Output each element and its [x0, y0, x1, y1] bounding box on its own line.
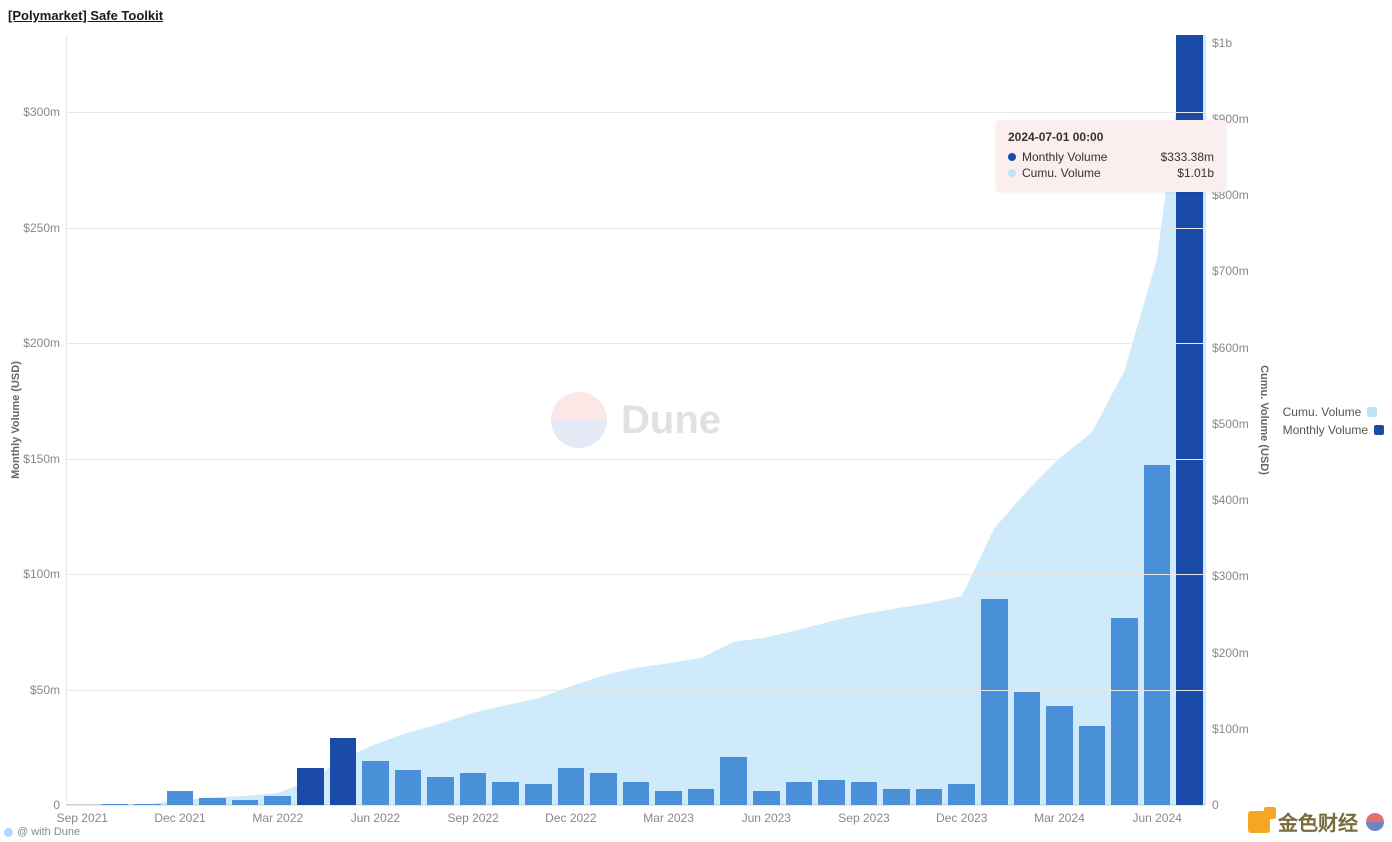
y-right-tick-label: $600m — [1212, 341, 1249, 355]
chart-legend: Cumu. Volume Monthly Volume — [1283, 401, 1384, 441]
y-right-tick-label: $200m — [1212, 646, 1249, 660]
gridline — [66, 574, 1206, 575]
y-left-tick-label: $200m — [23, 336, 60, 350]
y-right-tick-label: $300m — [1212, 569, 1249, 583]
bar[interactable] — [264, 796, 291, 805]
y-left-tick-label: $150m — [23, 452, 60, 466]
gridline — [66, 228, 1206, 229]
gridline — [66, 343, 1206, 344]
brand-text: 金色财经 — [1278, 807, 1358, 836]
y-left-tick-label: 0 — [53, 798, 60, 812]
x-tick-label: Mar 2023 — [643, 811, 694, 825]
x-tick-label: Jun 2024 — [1132, 811, 1181, 825]
y-left-tick-label: $100m — [23, 567, 60, 581]
legend-label: Cumu. Volume — [1283, 405, 1362, 419]
y-right-tick-label: $700m — [1212, 264, 1249, 278]
tooltip-value: $333.38m — [1161, 150, 1214, 164]
y-right-axis-title: Cumu. Volume (USD) — [1258, 365, 1270, 475]
y-left-tick-label: $300m — [23, 105, 60, 119]
gridline — [66, 459, 1206, 460]
tooltip-label: Cumu. Volume — [1022, 166, 1101, 180]
bar[interactable] — [297, 768, 324, 805]
bar[interactable] — [460, 773, 487, 805]
attribution-dot-icon — [4, 828, 13, 837]
bar[interactable] — [851, 782, 878, 805]
bar[interactable] — [558, 768, 585, 805]
bar[interactable] — [688, 789, 715, 805]
bar[interactable] — [720, 757, 747, 806]
bar[interactable] — [786, 782, 813, 805]
bar[interactable] — [883, 789, 910, 805]
x-tick-label: Mar 2024 — [1034, 811, 1085, 825]
legend-item[interactable]: Monthly Volume — [1283, 423, 1384, 437]
bar[interactable] — [981, 599, 1008, 805]
bar[interactable] — [623, 782, 650, 805]
bar[interactable] — [655, 791, 682, 805]
gridline — [66, 690, 1206, 691]
attribution-footer: @ with Dune — [4, 826, 80, 838]
x-tick-label: Mar 2022 — [252, 811, 303, 825]
y-left-axis-title: Monthly Volume (USD) — [10, 361, 22, 479]
bar[interactable] — [590, 773, 617, 805]
chart-title-link[interactable]: [Polymarket] Safe Toolkit — [8, 8, 163, 23]
bar[interactable] — [818, 780, 845, 805]
x-tick-label: Dec 2023 — [936, 811, 987, 825]
bar[interactable] — [1079, 726, 1106, 805]
brand-circle-icon — [1366, 813, 1384, 831]
x-tick-label: Jun 2022 — [351, 811, 400, 825]
tooltip-dot-icon — [1008, 169, 1016, 177]
x-tick-label: Sep 2022 — [447, 811, 498, 825]
gridline — [66, 112, 1206, 113]
gridline — [66, 805, 1206, 806]
tooltip-dot-icon — [1008, 153, 1016, 161]
x-tick-label: Dec 2022 — [545, 811, 596, 825]
legend-swatch-icon — [1367, 407, 1377, 417]
bar[interactable] — [395, 770, 422, 805]
legend-swatch-icon — [1374, 425, 1384, 435]
tooltip-value: $1.01b — [1177, 166, 1214, 180]
y-left-tick-label: $250m — [23, 221, 60, 235]
legend-label: Monthly Volume — [1283, 423, 1368, 437]
x-tick-label: Sep 2021 — [57, 811, 108, 825]
y-left-tick-label: $50m — [30, 683, 60, 697]
chart-plot-area: Dune 0$50m$100m$150m$200m$250m$300m 0$10… — [66, 35, 1206, 805]
legend-item[interactable]: Cumu. Volume — [1283, 405, 1384, 419]
bar[interactable] — [362, 761, 389, 805]
bar[interactable] — [330, 738, 357, 805]
tooltip-row: Cumu. Volume $1.01b — [1008, 166, 1214, 180]
tooltip-header: 2024-07-01 00:00 — [1008, 130, 1214, 144]
bar[interactable] — [916, 789, 943, 805]
bar[interactable] — [427, 777, 454, 805]
bar[interactable] — [948, 784, 975, 805]
y-right-tick-label: $500m — [1212, 417, 1249, 431]
chart-tooltip: 2024-07-01 00:00 Monthly Volume $333.38m… — [996, 120, 1226, 192]
brand-square-icon — [1248, 811, 1270, 833]
bar[interactable] — [199, 798, 226, 805]
y-right-tick-label: 0 — [1212, 798, 1219, 812]
bar[interactable] — [1046, 706, 1073, 805]
bar[interactable] — [1144, 465, 1171, 805]
brand-watermark: 金色财经 — [1248, 807, 1384, 836]
tooltip-row: Monthly Volume $333.38m — [1008, 150, 1214, 164]
y-right-tick-label: $400m — [1212, 493, 1249, 507]
bar[interactable] — [753, 791, 780, 805]
tooltip-label: Monthly Volume — [1022, 150, 1107, 164]
bar[interactable] — [1014, 692, 1041, 805]
x-tick-label: Sep 2023 — [838, 811, 889, 825]
bar[interactable] — [1111, 618, 1138, 805]
y-right-tick-label: $100m — [1212, 722, 1249, 736]
attribution-text: @ with Dune — [17, 826, 80, 838]
bar[interactable] — [525, 784, 552, 805]
x-tick-label: Jun 2023 — [742, 811, 791, 825]
bar[interactable] — [492, 782, 519, 805]
y-right-tick-label: $1b — [1212, 36, 1232, 50]
x-tick-label: Dec 2021 — [154, 811, 205, 825]
bar[interactable] — [167, 791, 194, 805]
